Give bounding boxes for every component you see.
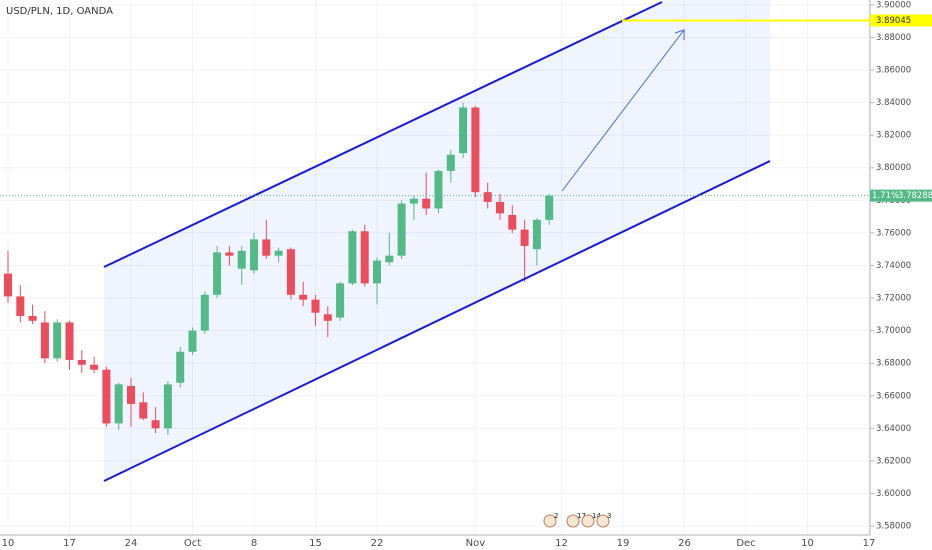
event-count: 17: [577, 512, 586, 520]
candle-body: [459, 107, 468, 154]
candle-body: [545, 195, 554, 220]
candle-body: [163, 384, 172, 429]
candle-body: [434, 171, 443, 209]
x-tick-label: 17: [63, 538, 76, 549]
candle-body: [446, 154, 455, 172]
candle-body: [225, 252, 234, 256]
candle-body: [77, 359, 86, 365]
candle-body: [385, 255, 394, 263]
x-tick-label: Dec: [736, 538, 755, 549]
x-tick-label: 19: [617, 538, 630, 549]
y-tick-label: 3.64000: [876, 424, 911, 434]
channel-lower: [103, 160, 771, 482]
candle-body: [151, 420, 160, 429]
candle-body: [311, 299, 320, 313]
channel-fill: [104, 0, 770, 481]
y-tick-label: 3.58000: [876, 522, 911, 532]
candle-body: [422, 198, 431, 209]
candle-body: [139, 402, 148, 419]
candle-body: [409, 198, 418, 204]
candle-body: [262, 239, 271, 256]
x-tick-label: 12: [555, 538, 568, 549]
candle-body: [286, 249, 295, 295]
y-tick-label: 3.90000: [876, 0, 911, 10]
candle-body: [65, 322, 74, 360]
y-tick-label: 3.68000: [876, 359, 911, 369]
candle-body: [28, 315, 37, 321]
x-tick-label: 10: [801, 538, 814, 549]
candle-body: [323, 314, 332, 321]
candle-body: [114, 384, 123, 424]
candle-body: [250, 239, 258, 271]
y-tick-label: 3.74000: [876, 261, 911, 271]
candle-body: [90, 364, 99, 370]
x-tick-label: 22: [371, 538, 384, 549]
candle-body: [336, 283, 345, 318]
candle-body: [200, 294, 209, 331]
x-tick-label: 8: [251, 538, 257, 549]
arrow-head: [674, 29, 685, 40]
event-icon: [581, 514, 595, 528]
y-tick-label: 3.86000: [876, 66, 911, 76]
y-tick-label: 3.82000: [876, 131, 911, 141]
channel-upper: [103, 1, 663, 268]
candle-body: [188, 330, 197, 352]
candle-body: [496, 201, 504, 214]
target-box: [870, 14, 932, 27]
candle-body: [213, 252, 222, 295]
y-tick-label: 3.84000: [876, 98, 911, 108]
x-tick-label: Oct: [184, 538, 201, 549]
x-tick-label: 26: [678, 538, 691, 549]
candle-body: [176, 351, 185, 383]
event-icon: [543, 514, 557, 528]
event-icon: [566, 514, 580, 528]
x-tick-label: 10: [2, 538, 15, 549]
candle-body: [360, 231, 369, 284]
y-tick-label: 3.88000: [876, 33, 911, 43]
event-count: 3: [607, 512, 611, 520]
candles: [4, 102, 554, 435]
candle-body: [397, 203, 406, 256]
y-tick-label: 3.70000: [876, 326, 911, 336]
x-tick-label: Nov: [466, 538, 486, 549]
event-count: 14: [592, 512, 601, 520]
candle-body: [483, 192, 492, 202]
arrow: [561, 29, 685, 192]
x-tick-label: 17: [863, 538, 876, 549]
change-label: 1.71%: [872, 191, 899, 201]
x-tick-label: 15: [309, 538, 322, 549]
candle-body: [102, 369, 111, 424]
candle-body: [532, 219, 541, 250]
candle-body: [4, 273, 12, 297]
candle-body: [508, 214, 517, 230]
candle-body: [274, 250, 283, 256]
y-tick-label: 3.62000: [876, 456, 911, 466]
candle-body: [237, 250, 246, 269]
last-price-label: 3.78288: [898, 191, 932, 201]
target-label: 3.89045: [876, 16, 911, 26]
candle-body: [299, 294, 308, 300]
chart-title: USD/PLN, 1D, OANDA: [6, 6, 113, 17]
candle-body: [348, 231, 357, 284]
y-tick-label: 3.80000: [876, 163, 911, 173]
event-icon: [596, 514, 610, 528]
candle-body: [471, 107, 480, 193]
y-tick-label: 3.72000: [876, 294, 911, 304]
candle-body: [16, 296, 25, 316]
candle-body: [520, 229, 529, 246]
y-tick-label: 3.60000: [876, 489, 911, 499]
candle-body: [40, 322, 49, 359]
x-tick-label: 24: [125, 538, 138, 549]
candle-body: [53, 322, 62, 359]
event-count: 2: [554, 512, 558, 520]
last-price-box: [870, 189, 932, 202]
y-tick-label: 3.76000: [876, 228, 911, 238]
candle-body: [127, 385, 135, 404]
candle-body: [373, 260, 381, 284]
y-tick-label: 3.66000: [876, 391, 911, 401]
